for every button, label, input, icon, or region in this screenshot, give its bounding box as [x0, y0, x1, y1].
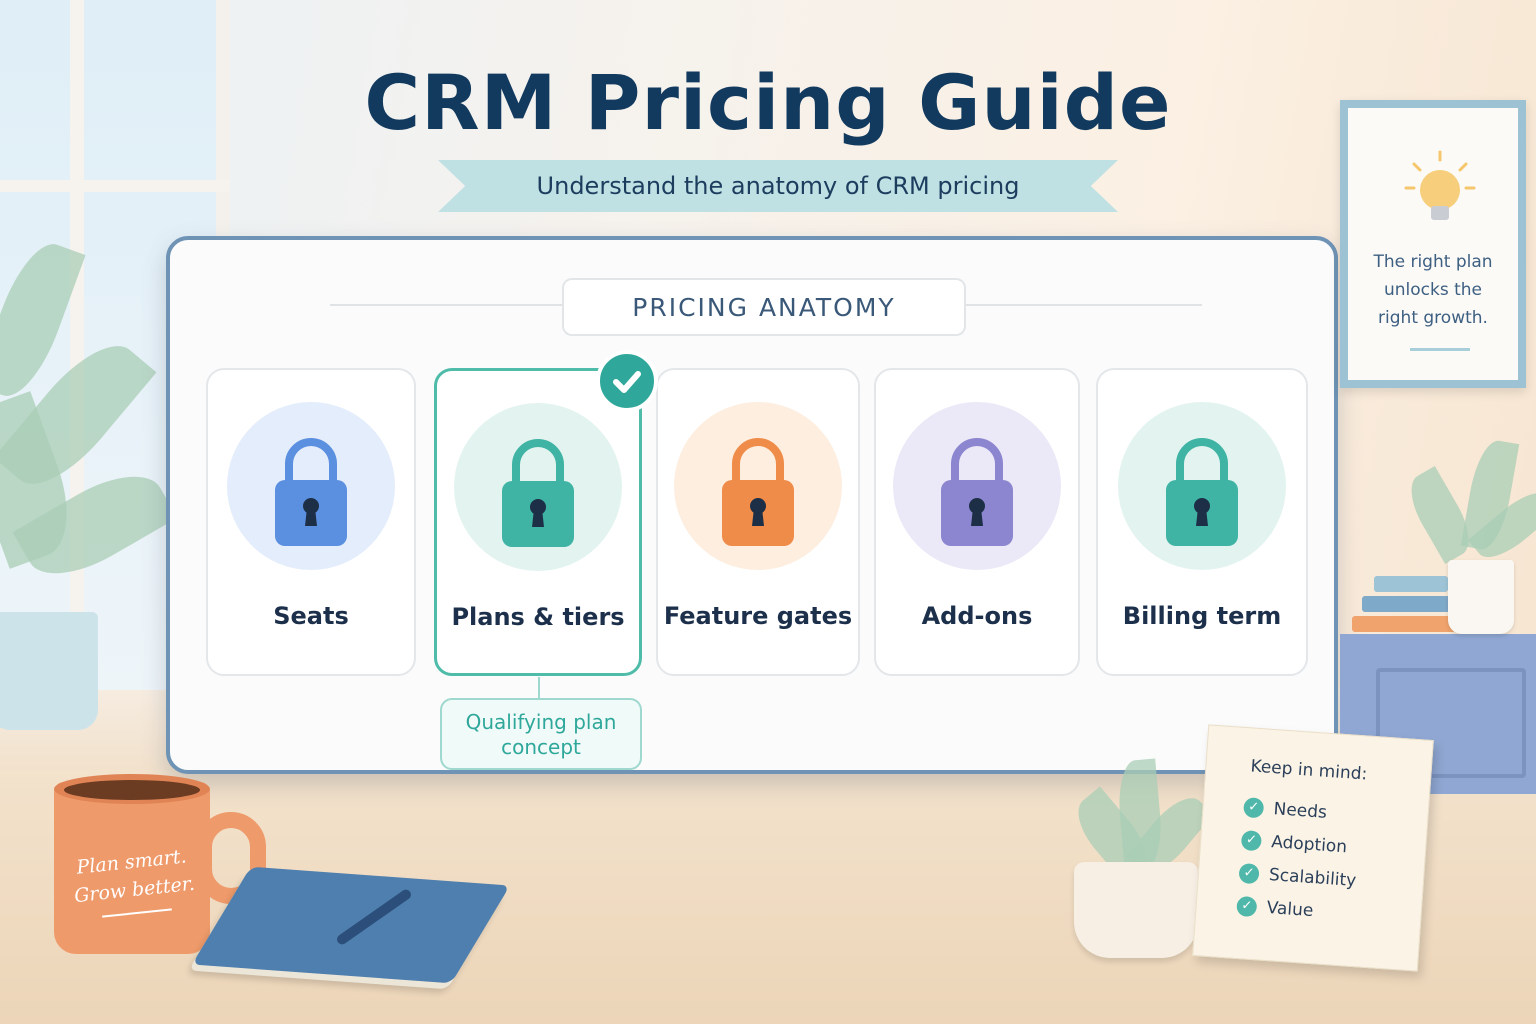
- callout-stem: [538, 677, 540, 699]
- frame-line-1: The right plan: [1373, 252, 1493, 272]
- pricing-board: PRICING ANATOMY Seats Plans & tiers Featur…: [166, 236, 1338, 774]
- book: [1362, 596, 1450, 612]
- frame-line-2: unlocks the: [1383, 280, 1483, 300]
- plant-pot: [1074, 862, 1198, 958]
- lightbulb-icon: [1404, 150, 1476, 220]
- pricing-card[interactable]: Seats: [206, 368, 416, 676]
- sign-item-label: Scalability: [1268, 864, 1357, 891]
- book: [1374, 576, 1448, 592]
- callout-line-1: Qualifying plan: [465, 710, 617, 734]
- plant-pot: [0, 612, 98, 730]
- lock-icon: [1166, 438, 1238, 546]
- mug-body: [54, 782, 210, 954]
- sign-item-label: Value: [1266, 897, 1315, 921]
- sign-list: ✓ Needs ✓ Adoption ✓ Scalability ✓ Value: [1236, 790, 1362, 930]
- section-label: PRICING ANATOMY: [562, 278, 966, 336]
- book: [1352, 616, 1456, 632]
- mug-coffee: [64, 780, 200, 800]
- window-transom: [0, 180, 230, 192]
- check-icon: ✓: [1240, 829, 1263, 851]
- sign-heading: Keep in mind:: [1249, 756, 1368, 785]
- pricing-card[interactable]: Add-ons: [874, 368, 1080, 676]
- qualifying-callout: Qualifying plan concept: [440, 698, 642, 770]
- sign-item: ✓ Value: [1236, 889, 1355, 930]
- callout-line-2: concept: [501, 735, 581, 759]
- card-label: Add-ons: [921, 602, 1033, 630]
- selected-check-icon: [596, 350, 658, 412]
- card-label: Plans & tiers: [451, 603, 625, 631]
- sign-item-label: Needs: [1272, 798, 1328, 823]
- lock-icon: [941, 438, 1013, 546]
- divider-right: [966, 304, 1202, 306]
- divider-left: [330, 304, 562, 306]
- check-icon: ✓: [1236, 895, 1258, 917]
- frame-text: The right plan unlocks the right growth.: [1348, 248, 1518, 332]
- sign-item-label: Adoption: [1270, 831, 1348, 857]
- page-title: CRM Pricing Guide: [364, 58, 1172, 147]
- card-label: Billing term: [1122, 602, 1282, 630]
- quote-frame: The right plan unlocks the right growth.: [1340, 100, 1526, 388]
- subtitle: Understand the anatomy of CRM pricing: [536, 172, 1020, 200]
- lock-icon: [502, 439, 574, 547]
- keep-in-mind-sign: Keep in mind: ✓ Needs ✓ Adoption ✓ Scalabil…: [1192, 724, 1434, 972]
- pricing-card[interactable]: Billing term: [1096, 368, 1308, 676]
- card-label: Seats: [273, 602, 349, 630]
- pricing-card[interactable]: Plans & tiers: [434, 368, 642, 676]
- cabinet-door: [1376, 668, 1526, 778]
- frame-underline: [1410, 348, 1470, 351]
- lock-icon: [275, 438, 347, 546]
- lock-icon: [722, 438, 794, 546]
- card-label: Feature gates: [663, 602, 853, 630]
- plant-pot: [1448, 560, 1514, 634]
- subtitle-ribbon: Understand the anatomy of CRM pricing: [438, 160, 1118, 212]
- check-icon: ✓: [1243, 796, 1265, 818]
- check-icon: ✓: [1238, 862, 1260, 884]
- frame-line-3: right growth.: [1378, 308, 1488, 328]
- pricing-card[interactable]: Feature gates: [656, 368, 860, 676]
